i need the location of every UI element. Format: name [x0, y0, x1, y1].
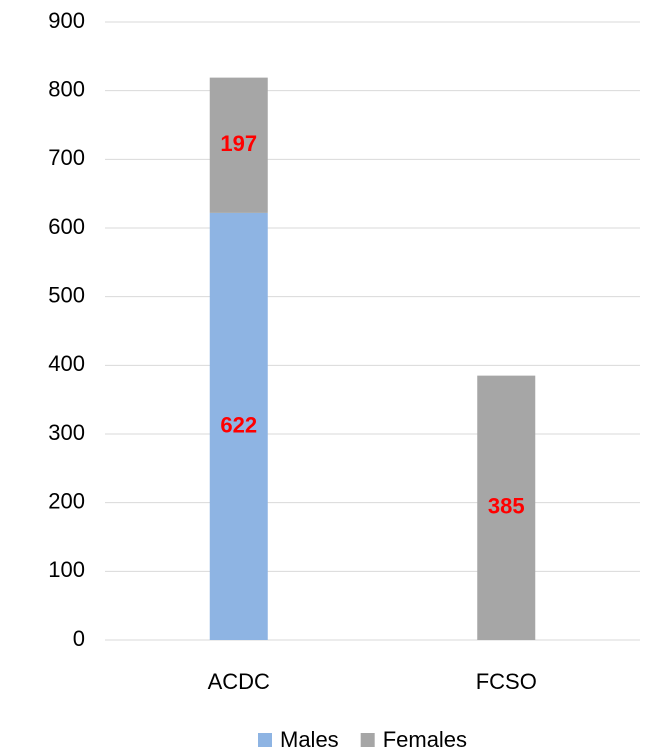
legend-swatch — [360, 733, 375, 747]
x-tick-label: ACDC — [208, 669, 270, 694]
y-tick-label: 100 — [48, 557, 85, 582]
data-label: 385 — [488, 494, 525, 519]
bar-segment — [477, 375, 536, 640]
data-label: 622 — [220, 412, 257, 437]
y-tick-label: 700 — [48, 145, 85, 170]
y-tick-label: 0 — [73, 626, 85, 651]
y-tick-label: 600 — [48, 214, 85, 239]
data-label: 197 — [220, 131, 257, 156]
legend-label: Females — [383, 727, 467, 752]
bar-segment — [209, 212, 268, 641]
bar-segment — [209, 77, 268, 213]
y-tick-label: 500 — [48, 282, 85, 307]
x-tick-label: FCSO — [476, 669, 537, 694]
y-tick-label: 300 — [48, 420, 85, 445]
y-tick-label: 400 — [48, 351, 85, 376]
y-tick-label: 200 — [48, 488, 85, 513]
y-tick-label: 900 — [48, 8, 85, 33]
legend-label: Males — [280, 727, 339, 752]
y-tick-label: 800 — [48, 76, 85, 101]
legend-swatch — [258, 733, 272, 747]
